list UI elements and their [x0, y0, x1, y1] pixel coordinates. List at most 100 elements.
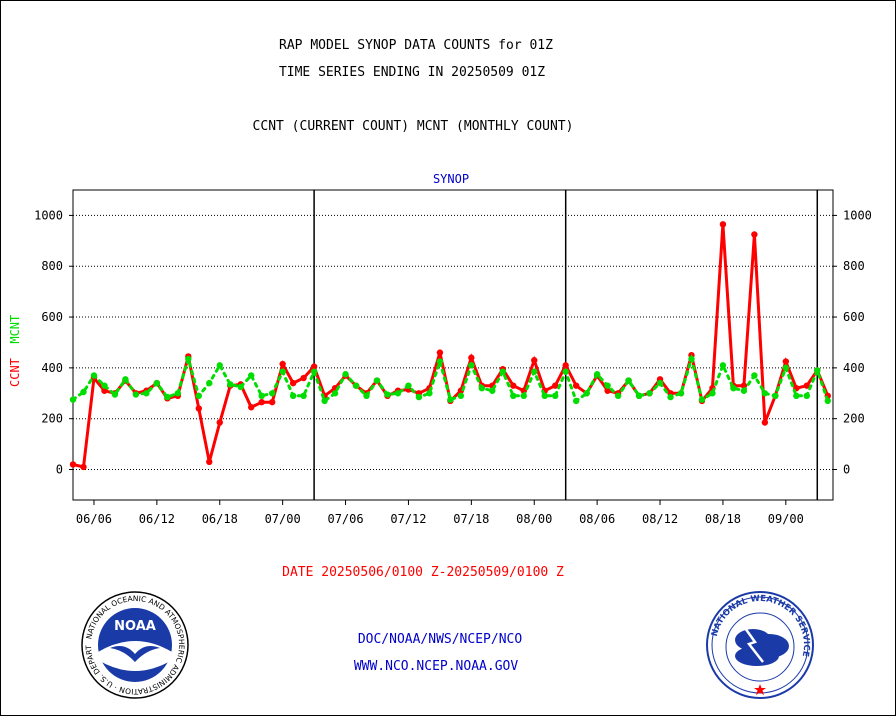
ccnt-point [531, 357, 538, 364]
x-tick-label: 06/18 [202, 512, 238, 526]
noaa-logo: NATIONAL OCEANIC AND ATMOSPHERIC ADMINIS… [80, 590, 189, 699]
mcnt-point [572, 397, 580, 405]
mcnt-point [321, 397, 328, 405]
mcnt-point [489, 387, 496, 394]
mcnt-point [625, 377, 632, 384]
ccnt-point [510, 382, 517, 389]
ccnt-point [268, 398, 276, 406]
chart-title-line2: TIME SERIES ENDING IN 20250509 01Z [278, 65, 546, 80]
panel-title: SYNOP [432, 172, 470, 186]
ccnt-point [69, 461, 77, 468]
x-tick-label: 08/06 [579, 512, 615, 526]
mcnt-point [384, 391, 391, 398]
mcnt-point [782, 364, 790, 372]
mcnt-point [279, 368, 286, 375]
mcnt-point [593, 371, 601, 378]
ccnt-point [604, 387, 611, 394]
y-tick-label-left: 800 [41, 259, 63, 273]
mcnt-point [646, 390, 653, 397]
x-tick-label: 07/12 [390, 512, 426, 526]
x-tick-label: 07/00 [265, 512, 301, 526]
mcnt-point [656, 379, 664, 387]
mcnt-point [698, 396, 706, 403]
mcnt-point [635, 392, 643, 400]
mcnt-point [614, 392, 622, 400]
mcnt-point [814, 367, 821, 374]
plot-border [72, 189, 834, 501]
ccnt-point [289, 379, 297, 387]
mcnt-point [122, 376, 129, 383]
ccnt-point [248, 404, 255, 411]
y-tick-label-left: 1000 [34, 208, 63, 222]
mcnt-point [520, 392, 527, 400]
y-tick-label-right: 0 [843, 463, 850, 477]
mcnt-point [268, 390, 276, 397]
mcnt-point [153, 379, 161, 387]
mcnt-point [719, 362, 727, 369]
y-tick-label-right: 200 [843, 412, 865, 426]
y-tick-label-left: 0 [56, 463, 63, 477]
ccnt-point [782, 358, 790, 365]
mcnt-point [237, 383, 244, 391]
ccnt-point [803, 382, 810, 389]
mcnt-point [258, 392, 265, 400]
mcnt-point [426, 390, 433, 397]
mcnt-point [101, 382, 108, 389]
mcnt-point [289, 392, 297, 400]
mcnt-point [562, 368, 569, 375]
mcnt-point [394, 390, 402, 397]
org-line: DOC/NOAA/NWS/NCEP/NCO [357, 632, 523, 647]
mcnt-point [761, 390, 769, 397]
ccnt-point [258, 398, 265, 406]
mcnt-point [415, 393, 423, 401]
ccnt-point [216, 419, 223, 426]
ccnt-point [761, 419, 769, 426]
mcnt-point [69, 396, 77, 403]
mcnt-point [541, 392, 548, 400]
ccnt-point [195, 405, 202, 412]
ccnt-point [719, 221, 727, 228]
mcnt-point [352, 382, 360, 389]
mcnt-point [447, 396, 454, 403]
y-tick-label-right: 400 [843, 361, 865, 375]
x-tick-label: 07/18 [453, 512, 489, 526]
mcnt-point [248, 372, 255, 379]
mcnt-point [667, 393, 674, 401]
ccnt-point [562, 362, 569, 369]
x-tick-label: 09/00 [768, 512, 804, 526]
chart-subtitle: CCNT (CURRENT COUNT) MCNT (MONTHLY COUNT… [252, 119, 574, 134]
mcnt-point [363, 392, 370, 400]
mcnt-point [730, 384, 737, 392]
mcnt-point [373, 377, 381, 384]
mcnt-point [468, 362, 475, 369]
ccnt-point [468, 354, 475, 361]
nws-logo: NATIONAL WEATHER SERVICE [706, 591, 814, 699]
ccnt-point [206, 458, 213, 466]
y-tick-label-left: 600 [41, 310, 63, 324]
y-tick-label-left: 400 [41, 361, 63, 375]
mcnt-point [195, 392, 202, 400]
mcnt-point [457, 392, 465, 400]
ccnt-point [552, 382, 559, 389]
x-tick-label: 06/06 [76, 512, 112, 526]
x-tick-label: 08/00 [516, 512, 552, 526]
mcnt-point [174, 390, 182, 397]
y-tick-label-right: 1000 [843, 208, 872, 222]
chart-title-line1: RAP MODEL SYNOP DATA COUNTS for 01Z [279, 38, 553, 53]
mcnt-point [478, 384, 486, 392]
mcnt-point [688, 355, 695, 363]
mcnt-point [80, 388, 87, 396]
mcnt-point [342, 371, 349, 378]
ccnt-point [310, 363, 318, 370]
ccnt-point [436, 349, 444, 356]
mcnt-point [552, 392, 559, 400]
mcnt-point [677, 390, 685, 397]
mcnt-point [604, 382, 611, 389]
mcnt-point [164, 393, 171, 401]
x-tick-label: 08/12 [642, 512, 678, 526]
noaa-logo-text: NOAA [114, 619, 156, 634]
mcnt-point [824, 397, 831, 405]
mcnt-point [772, 392, 779, 400]
mcnt-point [531, 368, 538, 375]
